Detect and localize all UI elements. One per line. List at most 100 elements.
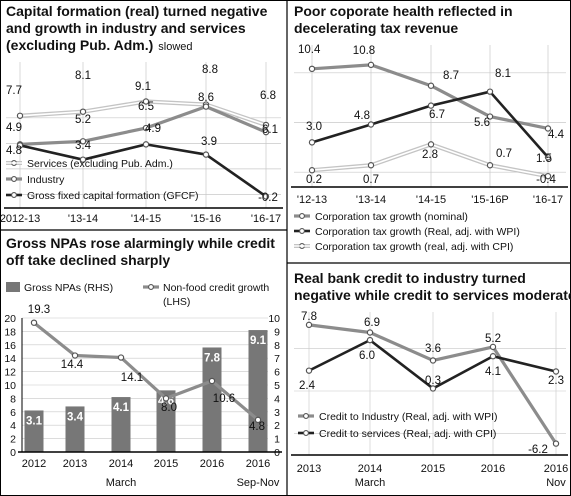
- chart4-legend-symbol-industry-dot: [303, 413, 309, 419]
- chart3-y2-tick-label: 2: [274, 420, 280, 432]
- chart3-point: [117, 354, 125, 361]
- chart3-legend-label-credit: Non-food credit growth: [163, 282, 269, 294]
- chart4-data-label-s1: -6.2: [528, 444, 548, 456]
- chart1-x-tick-label: '15-16: [191, 213, 221, 225]
- chart2-point-s2: [544, 154, 552, 161]
- chart2-data-label-s3: 0.7: [363, 174, 379, 186]
- chart3-x-tick-label: 2016: [246, 458, 270, 470]
- chart4-data-label-s2: 2.4: [299, 380, 316, 392]
- chart4-title-line-1: Real bank credit to industry turned: [294, 270, 526, 286]
- chart3-y2-tick-label: 10: [268, 313, 280, 325]
- chart3-x-tick-label: 2015: [154, 458, 178, 470]
- chart3-title-line-2: off take declined sharply: [6, 252, 170, 268]
- chart3-bar-label: 9.1: [250, 335, 267, 347]
- chart2-point-s3: [544, 172, 552, 180]
- chart2-data-label-s1: 5.6: [474, 117, 490, 129]
- chart2-data-label-s3: 0.2: [306, 174, 322, 186]
- chart3-bar: [24, 410, 44, 452]
- chart4-data-label-s1: 5.2: [485, 333, 501, 345]
- chart2-point-s1: [544, 125, 552, 132]
- chart3-legend-label-credit-2: (LHS): [163, 296, 190, 308]
- chart1-point-s3: [16, 142, 24, 149]
- chart2-data-label-s3: -0.4: [536, 174, 556, 186]
- chart3-y2-tick-label: 6: [274, 367, 280, 379]
- chart4-x-tick-label: 2016: [544, 463, 568, 475]
- chart2-data-label-s1: 10.4: [298, 44, 321, 56]
- chart3-x-tick-label: 2012: [22, 458, 46, 470]
- chart4-data-label-s1: 7.8: [301, 311, 317, 323]
- chart1-legend-symbol-industry-dot: [11, 176, 17, 182]
- chart2-point-s3: [308, 167, 316, 174]
- chart1-data-label-s3: 4.9: [145, 123, 161, 135]
- chart1-legend-label: Gross fixed capital formation (GFCF): [27, 190, 199, 202]
- chart2-series-wpi-line: [310, 90, 550, 159]
- chart1-point-s2: [262, 128, 270, 136]
- chart2-data-label-s2: 8.1: [495, 68, 511, 80]
- chart4-point-s2: [305, 367, 313, 374]
- chart3-y-tick-label: 4: [10, 420, 16, 432]
- chart3-y-tick-label: 2: [10, 434, 16, 446]
- chart4-point-s1: [552, 440, 560, 447]
- chart1-point-s3: [142, 141, 150, 148]
- chart1-data-label-s1: 8.8: [202, 64, 218, 76]
- chart3-y-tick-label: 16: [4, 340, 16, 352]
- chart3-y2-tick-label: 4: [274, 393, 280, 405]
- chart1-title-tail: slowed: [158, 41, 192, 53]
- chart2-title-line-2: decelerating tax revenue: [294, 20, 458, 36]
- chart1-point-s2: [202, 103, 210, 110]
- chart1-data-label-s2: 6.5: [138, 101, 154, 113]
- chart2-point-s2: [308, 139, 316, 146]
- chart3-legend-label-npa: Gross NPAs (RHS): [24, 282, 113, 294]
- chart3-x-group-label-march: March: [106, 477, 137, 489]
- chart4-point-s2: [489, 353, 497, 360]
- chart3-bar: [156, 390, 176, 452]
- chart3-bar: [202, 347, 222, 452]
- chart2-point-s2: [427, 102, 435, 109]
- chart3-bar-label: 4.1: [113, 402, 130, 414]
- chart3-point: [208, 377, 216, 385]
- chart1-data-label-s1: 7.7: [6, 85, 22, 97]
- chart4-data-label-s2: 2.3: [548, 375, 564, 387]
- chart1-series-gfcf-line: [18, 143, 268, 198]
- chart3-title-line-1: Gross NPAs rose alarmingly while credit: [6, 235, 275, 251]
- chart2-data-label-s2: 6.7: [429, 109, 445, 121]
- chart1-data-label-s3: 4.8: [6, 145, 22, 157]
- chart3-line-label: 10.6: [213, 393, 235, 405]
- chart1-point-s1: [79, 108, 87, 115]
- chart2-data-label-s1: 10.8: [353, 45, 375, 57]
- chart2-data-label-s1: 8.7: [443, 70, 459, 82]
- chart3-y2-tick-label: 0: [274, 447, 280, 459]
- chart2-legend-label: Corporation tax growth (real, adj. with …: [315, 241, 513, 253]
- chart3-x-tick-label: 2013: [63, 458, 87, 470]
- chart1-point-s3: [202, 151, 210, 158]
- chart3-line-label: 14.1: [121, 372, 143, 384]
- chart3-y-tick-label: 0: [10, 447, 16, 459]
- chart3-y-tick-label: 18: [4, 326, 16, 338]
- chart3-x-tick-label: 2016: [200, 458, 224, 470]
- chart1-data-label-s3: 3.9: [201, 136, 217, 148]
- chart1-data-label-s3: -0.2: [258, 192, 278, 204]
- chart4-data-label-s1: 3.6: [425, 343, 441, 355]
- chart2-data-label-s2: 3.0: [306, 121, 322, 133]
- chart2-point-s2: [367, 121, 375, 128]
- chart1-point-s1: [262, 121, 270, 129]
- chart3-y2-tick-label: 1: [274, 434, 280, 446]
- chart3-x-tick-label: 2014: [109, 458, 133, 470]
- chart4-point-s2: [366, 336, 374, 344]
- chart1-x-tick-label: '14-15: [131, 213, 161, 225]
- chart2-point-s1: [427, 82, 435, 89]
- chart3-legend-swatch-npa: [6, 282, 20, 292]
- chart2-point-s2: [486, 88, 494, 95]
- chart2-point-s3: [427, 141, 435, 148]
- chart1-legend-label: Industry: [27, 174, 65, 186]
- chart3-y-tick-label: 6: [10, 407, 16, 419]
- chart3-bar-label: 3.4: [67, 411, 84, 423]
- chart3-y-tick-label: 12: [4, 367, 16, 379]
- chart3-y2-tick-label: 8: [274, 340, 280, 352]
- chart2-x-tick-label: '15-16P: [471, 194, 509, 206]
- chart4-data-label-s2: 0.3: [425, 375, 441, 387]
- chart4-x-tick-label: 2013: [297, 463, 321, 475]
- chart2-point-s1: [308, 65, 316, 73]
- chart3-y2-tick-label: 7: [274, 353, 280, 365]
- chart4-point-s2: [552, 368, 560, 375]
